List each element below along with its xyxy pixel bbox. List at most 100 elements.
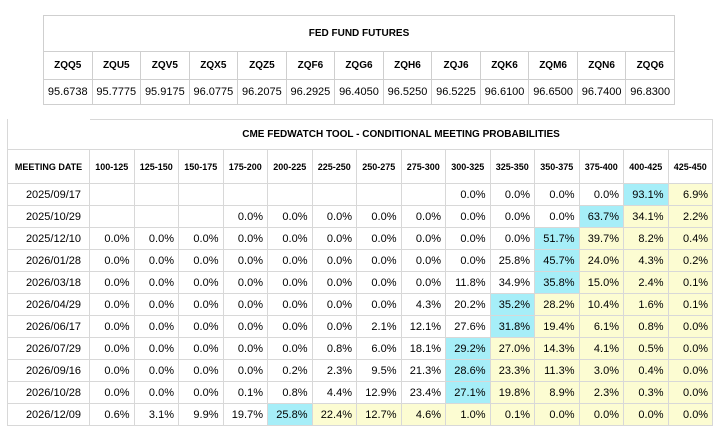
probability-cell: 0.0% xyxy=(356,293,402,316)
probability-cell: 19.4% xyxy=(534,315,580,338)
probability-cell: 0.0% xyxy=(222,315,268,338)
meeting-date: 2026/07/29 xyxy=(7,337,90,360)
probability-cell: 23.3% xyxy=(489,359,535,382)
probability-cell: 2.1% xyxy=(356,315,402,338)
probability-cell: 0.0% xyxy=(445,183,491,206)
probability-cell: 0.0% xyxy=(534,205,580,228)
probability-cell: 12.1% xyxy=(400,315,446,338)
probability-cell: 0.0% xyxy=(133,227,179,250)
probability-cell xyxy=(311,183,357,206)
probability-cell: 0.0% xyxy=(356,205,402,228)
probability-cell: 0.0% xyxy=(89,359,135,382)
probability-cell: 11.3% xyxy=(534,359,580,382)
probability-cell: 28.6% xyxy=(445,359,491,382)
probability-cell: 3.0% xyxy=(578,359,624,382)
probability-cell: 3.1% xyxy=(133,403,179,426)
probability-cell: 2.4% xyxy=(623,271,669,294)
probability-cell: 27.6% xyxy=(445,315,491,338)
probability-cell: 0.0% xyxy=(311,293,357,316)
probability-cell: 0.0% xyxy=(400,205,446,228)
probability-cell: 39.7% xyxy=(578,227,624,250)
probability-cell: 29.2% xyxy=(445,337,491,360)
probability-cell xyxy=(267,183,313,206)
probability-cell: 2.3% xyxy=(578,381,624,404)
range-header-425-450: 425-450 xyxy=(667,149,714,184)
probability-cell: 4.3% xyxy=(400,293,446,316)
probability-cell: 34.1% xyxy=(623,205,669,228)
probability-cell: 0.0% xyxy=(667,403,714,426)
meeting-row: 2026/01/28 0.0% 0.0% 0.0% 0.0% 0.0% 0.0% 0.0% 0.… xyxy=(7,249,714,272)
meeting-row: 2026/12/09 0.6% 3.1% 9.9% 19.7% 25.8% 22.4% 12.… xyxy=(7,403,714,426)
range-header-325-350: 325-350 xyxy=(489,149,535,184)
probability-cell: 28.2% xyxy=(534,293,580,316)
probability-cell: 0.0% xyxy=(267,293,313,316)
probability-cell: 0.0% xyxy=(578,183,624,206)
probability-cell: 4.3% xyxy=(623,249,669,272)
probability-cell: 0.1% xyxy=(222,381,268,404)
futures-contract-zqk6: ZQK6 xyxy=(479,51,530,80)
probability-cell: 0.0% xyxy=(178,381,224,404)
probability-cell: 51.7% xyxy=(534,227,580,250)
futures-price-zqm6: 96.6500 xyxy=(528,79,578,105)
probability-cell: 18.1% xyxy=(400,337,446,360)
corner-blank-cell xyxy=(7,119,90,150)
futures-price-zqu5: 95.7775 xyxy=(91,79,142,105)
futures-contract-zqh6: ZQH6 xyxy=(382,51,433,80)
probability-cell: 0.0% xyxy=(400,249,446,272)
probability-cell: 0.0% xyxy=(222,249,268,272)
probability-cell: 11.8% xyxy=(445,271,491,294)
probability-cell: 0.0% xyxy=(178,315,224,338)
futures-contract-zqq5: ZQQ5 xyxy=(43,51,93,80)
probability-cell: 27.0% xyxy=(489,337,535,360)
probability-cell: 21.3% xyxy=(400,359,446,382)
range-header-150-175: 150-175 xyxy=(178,149,224,184)
probability-cell: 0.0% xyxy=(356,271,402,294)
probability-cell: 0.0% xyxy=(445,249,491,272)
probability-cell: 9.9% xyxy=(178,403,224,426)
probability-cell: 1.6% xyxy=(623,293,669,316)
probability-cell: 9.5% xyxy=(356,359,402,382)
probability-cell: 0.0% xyxy=(356,227,402,250)
futures-price-zqq5: 95.6738 xyxy=(43,79,93,105)
meeting-date-header: MEETING DATE xyxy=(7,149,90,184)
meeting-date: 2026/10/28 xyxy=(7,381,90,404)
meeting-date: 2026/03/18 xyxy=(7,271,90,294)
futures-price-zqh6: 96.5250 xyxy=(382,79,433,105)
probability-cell: 0.8% xyxy=(267,381,313,404)
probability-cell: 0.0% xyxy=(356,249,402,272)
meeting-date: 2025/12/10 xyxy=(7,227,90,250)
probability-cell: 0.4% xyxy=(667,227,714,250)
probability-cell xyxy=(178,205,224,228)
range-header-100-125: 100-125 xyxy=(89,149,135,184)
probability-cell: 1.0% xyxy=(445,403,491,426)
meeting-date: 2025/10/29 xyxy=(7,205,90,228)
probability-cell: 0.0% xyxy=(489,205,535,228)
range-header-125-150: 125-150 xyxy=(133,149,179,184)
probability-cell: 35.8% xyxy=(534,271,580,294)
probability-cell: 23.4% xyxy=(400,381,446,404)
probability-cell: 0.0% xyxy=(667,337,714,360)
probability-cell: 6.9% xyxy=(667,183,714,206)
probability-cell: 0.0% xyxy=(667,381,714,404)
range-header-300-325: 300-325 xyxy=(445,149,491,184)
probability-cell: 0.0% xyxy=(311,227,357,250)
probability-cell: 0.0% xyxy=(489,183,535,206)
futures-contract-zqj6: ZQJ6 xyxy=(431,51,481,80)
probability-cell: 0.0% xyxy=(178,249,224,272)
probability-cell: 19.8% xyxy=(489,381,535,404)
meeting-date: 2026/12/09 xyxy=(7,403,90,426)
futures-price-zqf6: 96.2925 xyxy=(285,79,336,105)
range-header-175-200: 175-200 xyxy=(222,149,268,184)
probability-cell: 0.0% xyxy=(400,271,446,294)
probability-cell: 0.0% xyxy=(89,271,135,294)
probability-cell: 0.0% xyxy=(89,315,135,338)
meeting-date: 2026/09/16 xyxy=(7,359,90,382)
probability-cell: 0.0% xyxy=(89,249,135,272)
probability-cell: 0.0% xyxy=(178,293,224,316)
futures-contract-zqm6: ZQM6 xyxy=(528,51,578,80)
futures-price-row: 95.6738 95.7775 95.9175 96.0775 96.2075 96.29… xyxy=(43,79,675,105)
probability-cell: 6.0% xyxy=(356,337,402,360)
probability-cell: 0.0% xyxy=(89,293,135,316)
probability-cell: 0.1% xyxy=(489,403,535,426)
range-header-400-425: 400-425 xyxy=(623,149,669,184)
